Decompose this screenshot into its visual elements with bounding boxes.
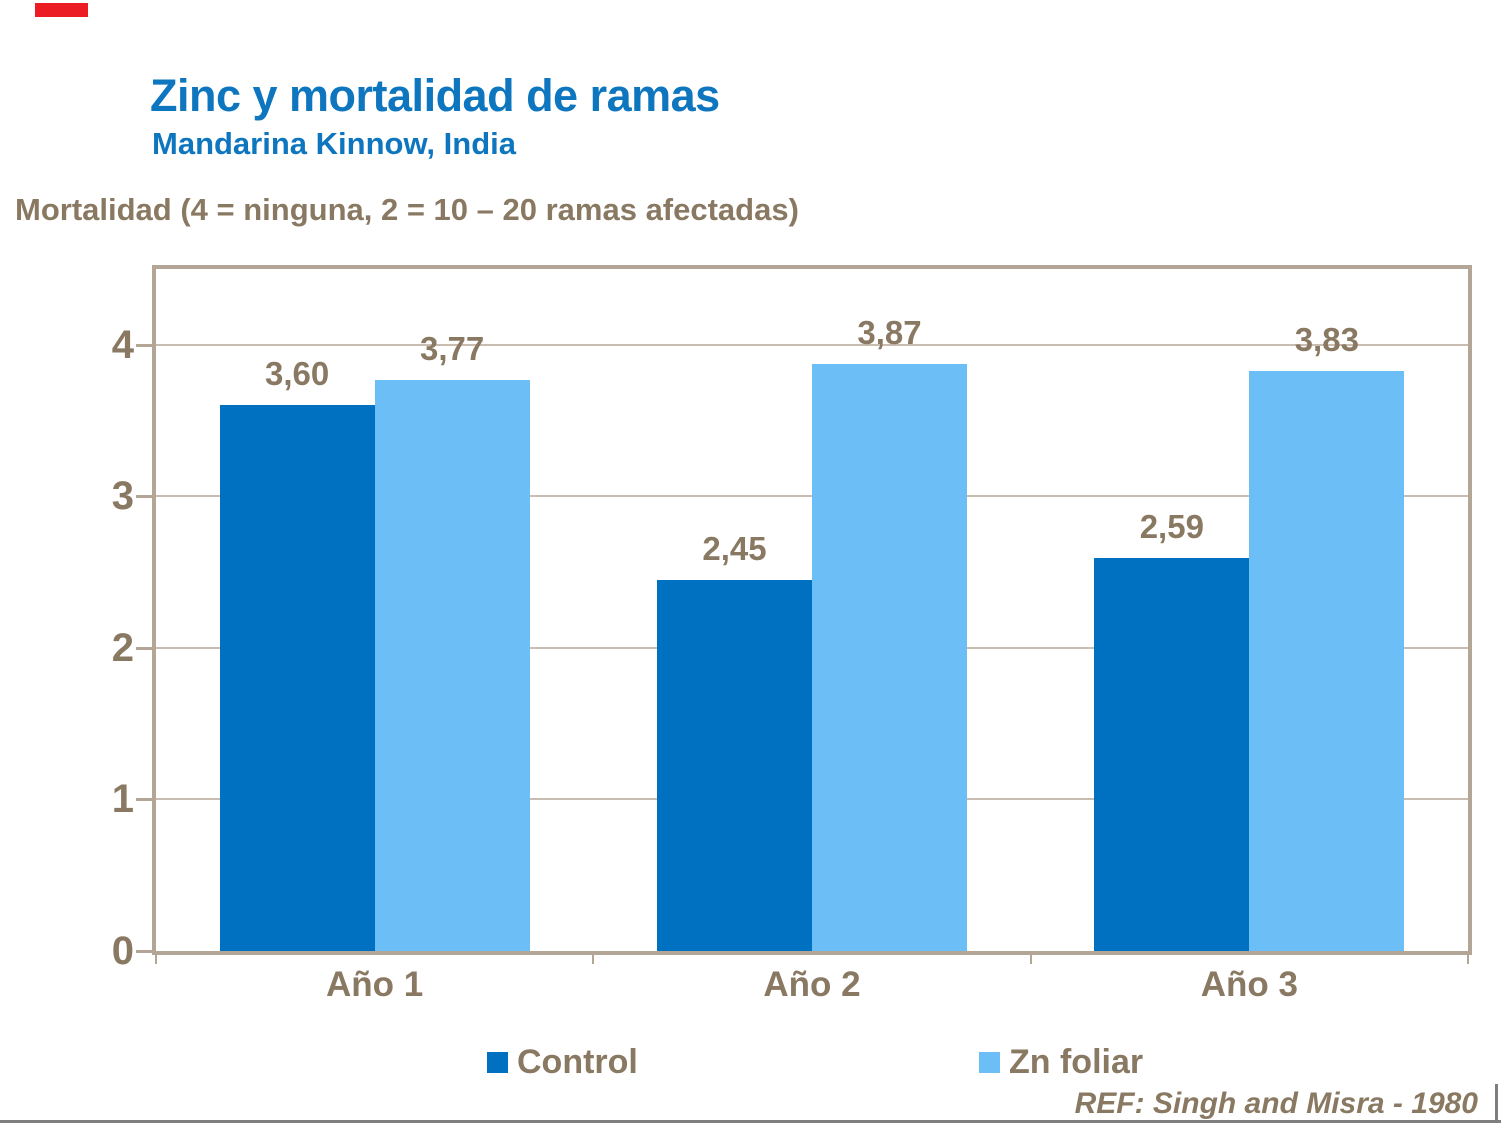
bar-control bbox=[657, 579, 812, 951]
legend-swatch-control bbox=[487, 1051, 508, 1073]
footer-line-corner bbox=[1495, 1084, 1498, 1123]
bar-value-label: 2,59 bbox=[1139, 508, 1204, 546]
corner-mark bbox=[35, 3, 88, 17]
gridline-4 bbox=[156, 343, 1468, 346]
y-axis-tick-label: 1 bbox=[111, 777, 134, 822]
y-axis-tick-mark bbox=[136, 950, 152, 953]
y-axis-tick-mark bbox=[136, 495, 152, 499]
x-axis-tick-mark bbox=[1467, 955, 1469, 964]
reference-text: REF: Singh and Misra - 1980 bbox=[1074, 1087, 1478, 1120]
bar-value-label: 3,77 bbox=[420, 329, 485, 367]
y-axis-tick-mark bbox=[136, 343, 152, 347]
bar-zn-foliar bbox=[1249, 370, 1405, 951]
plot-area: 3,60 3,77 2,45 3,87 2,59 3,83 bbox=[152, 265, 1472, 955]
x-axis-tick-mark bbox=[592, 955, 595, 964]
legend-label-control: Control bbox=[517, 1042, 638, 1081]
x-axis-category-label: Año 2 bbox=[763, 965, 861, 1004]
bar-value-label: 2,45 bbox=[702, 529, 767, 567]
y-axis-tick-label: 2 bbox=[111, 625, 134, 670]
legend-item-control: Control bbox=[487, 1041, 638, 1083]
y-axis-tick-mark bbox=[136, 646, 152, 650]
y-axis-note: Mortalidad (4 = ninguna, 2 = 10 – 20 ram… bbox=[15, 192, 799, 227]
x-axis-category-label: Año 1 bbox=[326, 965, 424, 1004]
legend-label-zn-foliar: Zn foliar bbox=[1009, 1042, 1144, 1081]
bar-control bbox=[1094, 558, 1250, 951]
bar-control bbox=[219, 405, 375, 951]
bar-zn-foliar bbox=[374, 379, 530, 951]
x-axis-tick-mark bbox=[155, 955, 157, 964]
bar-value-label: 3,60 bbox=[265, 355, 330, 393]
slide-subtitle: Mandarina Kinnow, India bbox=[152, 126, 516, 161]
legend-swatch-zn-foliar bbox=[979, 1051, 1000, 1073]
bar-value-label: 3,87 bbox=[857, 314, 922, 352]
y-axis-tick-mark bbox=[136, 798, 152, 802]
y-axis-tick-label: 0 bbox=[111, 929, 134, 973]
x-axis-tick-mark bbox=[1029, 955, 1032, 964]
bar-zn-foliar bbox=[812, 364, 967, 951]
footer-line bbox=[0, 1120, 1501, 1123]
y-axis-tick-label: 3 bbox=[111, 474, 134, 519]
slide-title: Zinc y mortalidad de ramas bbox=[150, 70, 720, 121]
bar-value-label: 3,83 bbox=[1294, 320, 1359, 358]
legend-item-zn-foliar: Zn foliar bbox=[979, 1041, 1143, 1083]
y-axis-tick-label: 4 bbox=[111, 322, 134, 367]
x-axis-category-label: Año 3 bbox=[1200, 965, 1298, 1004]
